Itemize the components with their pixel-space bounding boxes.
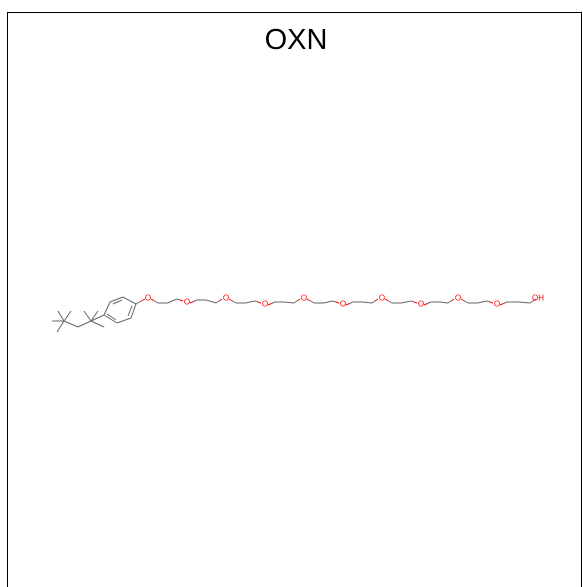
bond bbox=[284, 301, 295, 304]
bond bbox=[232, 300, 237, 304]
ring-bond bbox=[130, 303, 137, 319]
bond bbox=[489, 301, 494, 304]
ether-oxygen-label: O bbox=[184, 298, 190, 307]
bond bbox=[167, 298, 178, 304]
ether-oxygen-label: O bbox=[494, 300, 500, 309]
methyl-bond bbox=[83, 310, 92, 322]
bond bbox=[189, 301, 194, 304]
bond bbox=[215, 300, 220, 304]
methyl-bond bbox=[56, 320, 65, 333]
bond bbox=[77, 320, 92, 328]
bond bbox=[323, 300, 334, 304]
bond bbox=[427, 301, 432, 304]
bond bbox=[439, 301, 449, 304]
ring-double-bond bbox=[112, 299, 123, 305]
ether-oxygen-label: O bbox=[301, 294, 307, 303]
bond bbox=[218, 298, 223, 302]
bond bbox=[267, 303, 272, 306]
bond bbox=[486, 300, 491, 303]
bond bbox=[135, 301, 141, 305]
bond bbox=[388, 300, 393, 304]
bond bbox=[179, 299, 184, 302]
bond bbox=[310, 300, 315, 304]
ring-bond bbox=[103, 314, 118, 324]
ether-oxygen-label: O bbox=[379, 294, 385, 303]
bond bbox=[296, 298, 301, 302]
bond bbox=[532, 298, 537, 302]
ring-bond bbox=[122, 296, 137, 305]
bond bbox=[464, 300, 469, 304]
bond bbox=[228, 298, 233, 302]
bond bbox=[254, 300, 259, 303]
methyl-bond bbox=[63, 310, 72, 322]
ether-oxygen-label: O bbox=[223, 294, 229, 303]
bond bbox=[63, 320, 79, 328]
bond bbox=[460, 298, 465, 302]
bond bbox=[271, 301, 276, 304]
bond bbox=[257, 301, 262, 304]
bond bbox=[413, 301, 418, 304]
ring-bond bbox=[109, 296, 124, 303]
ring-double-bond bbox=[127, 305, 133, 317]
molecule-title: OXN bbox=[264, 24, 328, 56]
bond bbox=[335, 301, 340, 304]
bond bbox=[447, 300, 452, 304]
methyl-bond bbox=[57, 310, 65, 322]
ether-oxygen-label: O bbox=[145, 294, 151, 303]
bond bbox=[306, 298, 311, 302]
bond bbox=[140, 298, 146, 302]
bond bbox=[450, 298, 455, 302]
bond bbox=[293, 300, 298, 304]
bond bbox=[423, 303, 428, 306]
ring-double-bond bbox=[106, 313, 117, 321]
hydroxyl-label: OH bbox=[532, 294, 544, 303]
bond bbox=[374, 298, 379, 302]
bond bbox=[401, 300, 412, 304]
bond bbox=[503, 301, 508, 304]
ether-oxygen-label: O bbox=[262, 300, 268, 309]
bond bbox=[384, 298, 389, 302]
bond bbox=[477, 300, 488, 304]
bond bbox=[529, 300, 534, 304]
bond bbox=[245, 300, 256, 304]
bond bbox=[150, 298, 155, 302]
methyl-bond bbox=[90, 320, 105, 328]
bond bbox=[154, 300, 159, 304]
ether-oxygen-label: O bbox=[418, 300, 424, 309]
ring-bond bbox=[103, 301, 111, 316]
bond bbox=[332, 300, 337, 303]
ether-oxygen-label: O bbox=[340, 300, 346, 309]
bond-layer bbox=[52, 296, 537, 333]
methyl-bond bbox=[90, 310, 99, 322]
bond bbox=[206, 299, 217, 304]
bond bbox=[518, 301, 531, 304]
bond bbox=[90, 314, 105, 322]
bond bbox=[362, 301, 373, 304]
ether-oxygen-label: O bbox=[455, 294, 461, 303]
bond bbox=[176, 298, 181, 301]
bond bbox=[345, 303, 350, 306]
bond bbox=[499, 303, 504, 306]
figure-frame bbox=[7, 12, 582, 587]
bond bbox=[371, 300, 376, 304]
atom-label-layer: O O O O O O O O O O OH bbox=[145, 294, 544, 309]
bond bbox=[193, 299, 198, 302]
ring-bond bbox=[116, 317, 132, 324]
bond bbox=[410, 300, 415, 303]
bond bbox=[349, 301, 354, 304]
